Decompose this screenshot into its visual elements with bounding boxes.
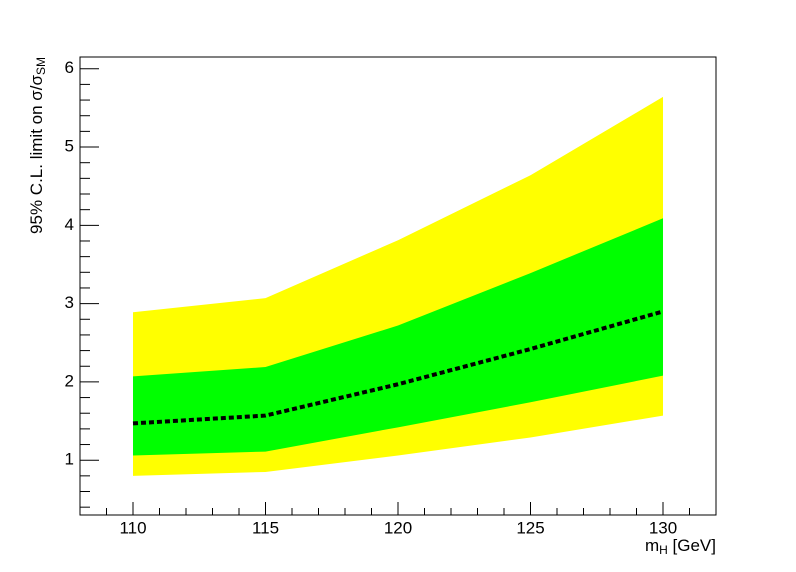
x-tick-label: 120 [384, 518, 412, 537]
y-tick-label: 2 [65, 371, 74, 390]
x-label-sub: H [659, 543, 668, 557]
x-tick-label: 110 [119, 518, 146, 537]
y-tick-label: 4 [65, 215, 74, 234]
y-axis-label: 95% C.L. limit on σ/σSM [27, 57, 48, 234]
x-tick-label: 130 [649, 518, 677, 537]
expected-line [132, 309, 664, 426]
y-tick-label: 5 [65, 137, 74, 156]
x-label-main: m [645, 536, 659, 555]
x-tick-label: 125 [516, 518, 544, 537]
error-band [133, 218, 663, 456]
x-tick-label: 115 [252, 518, 279, 537]
y-label-main: 95% C.L. limit on σ/σ [27, 75, 46, 234]
x-axis-label: mH [GeV] [645, 536, 716, 557]
x-label-suffix: [GeV] [668, 536, 716, 555]
y-tick-label: 3 [65, 293, 74, 312]
y-tick-label: 1 [65, 450, 74, 469]
y-tick-label: 6 [65, 58, 74, 77]
y-label-sub: SM [34, 57, 48, 75]
